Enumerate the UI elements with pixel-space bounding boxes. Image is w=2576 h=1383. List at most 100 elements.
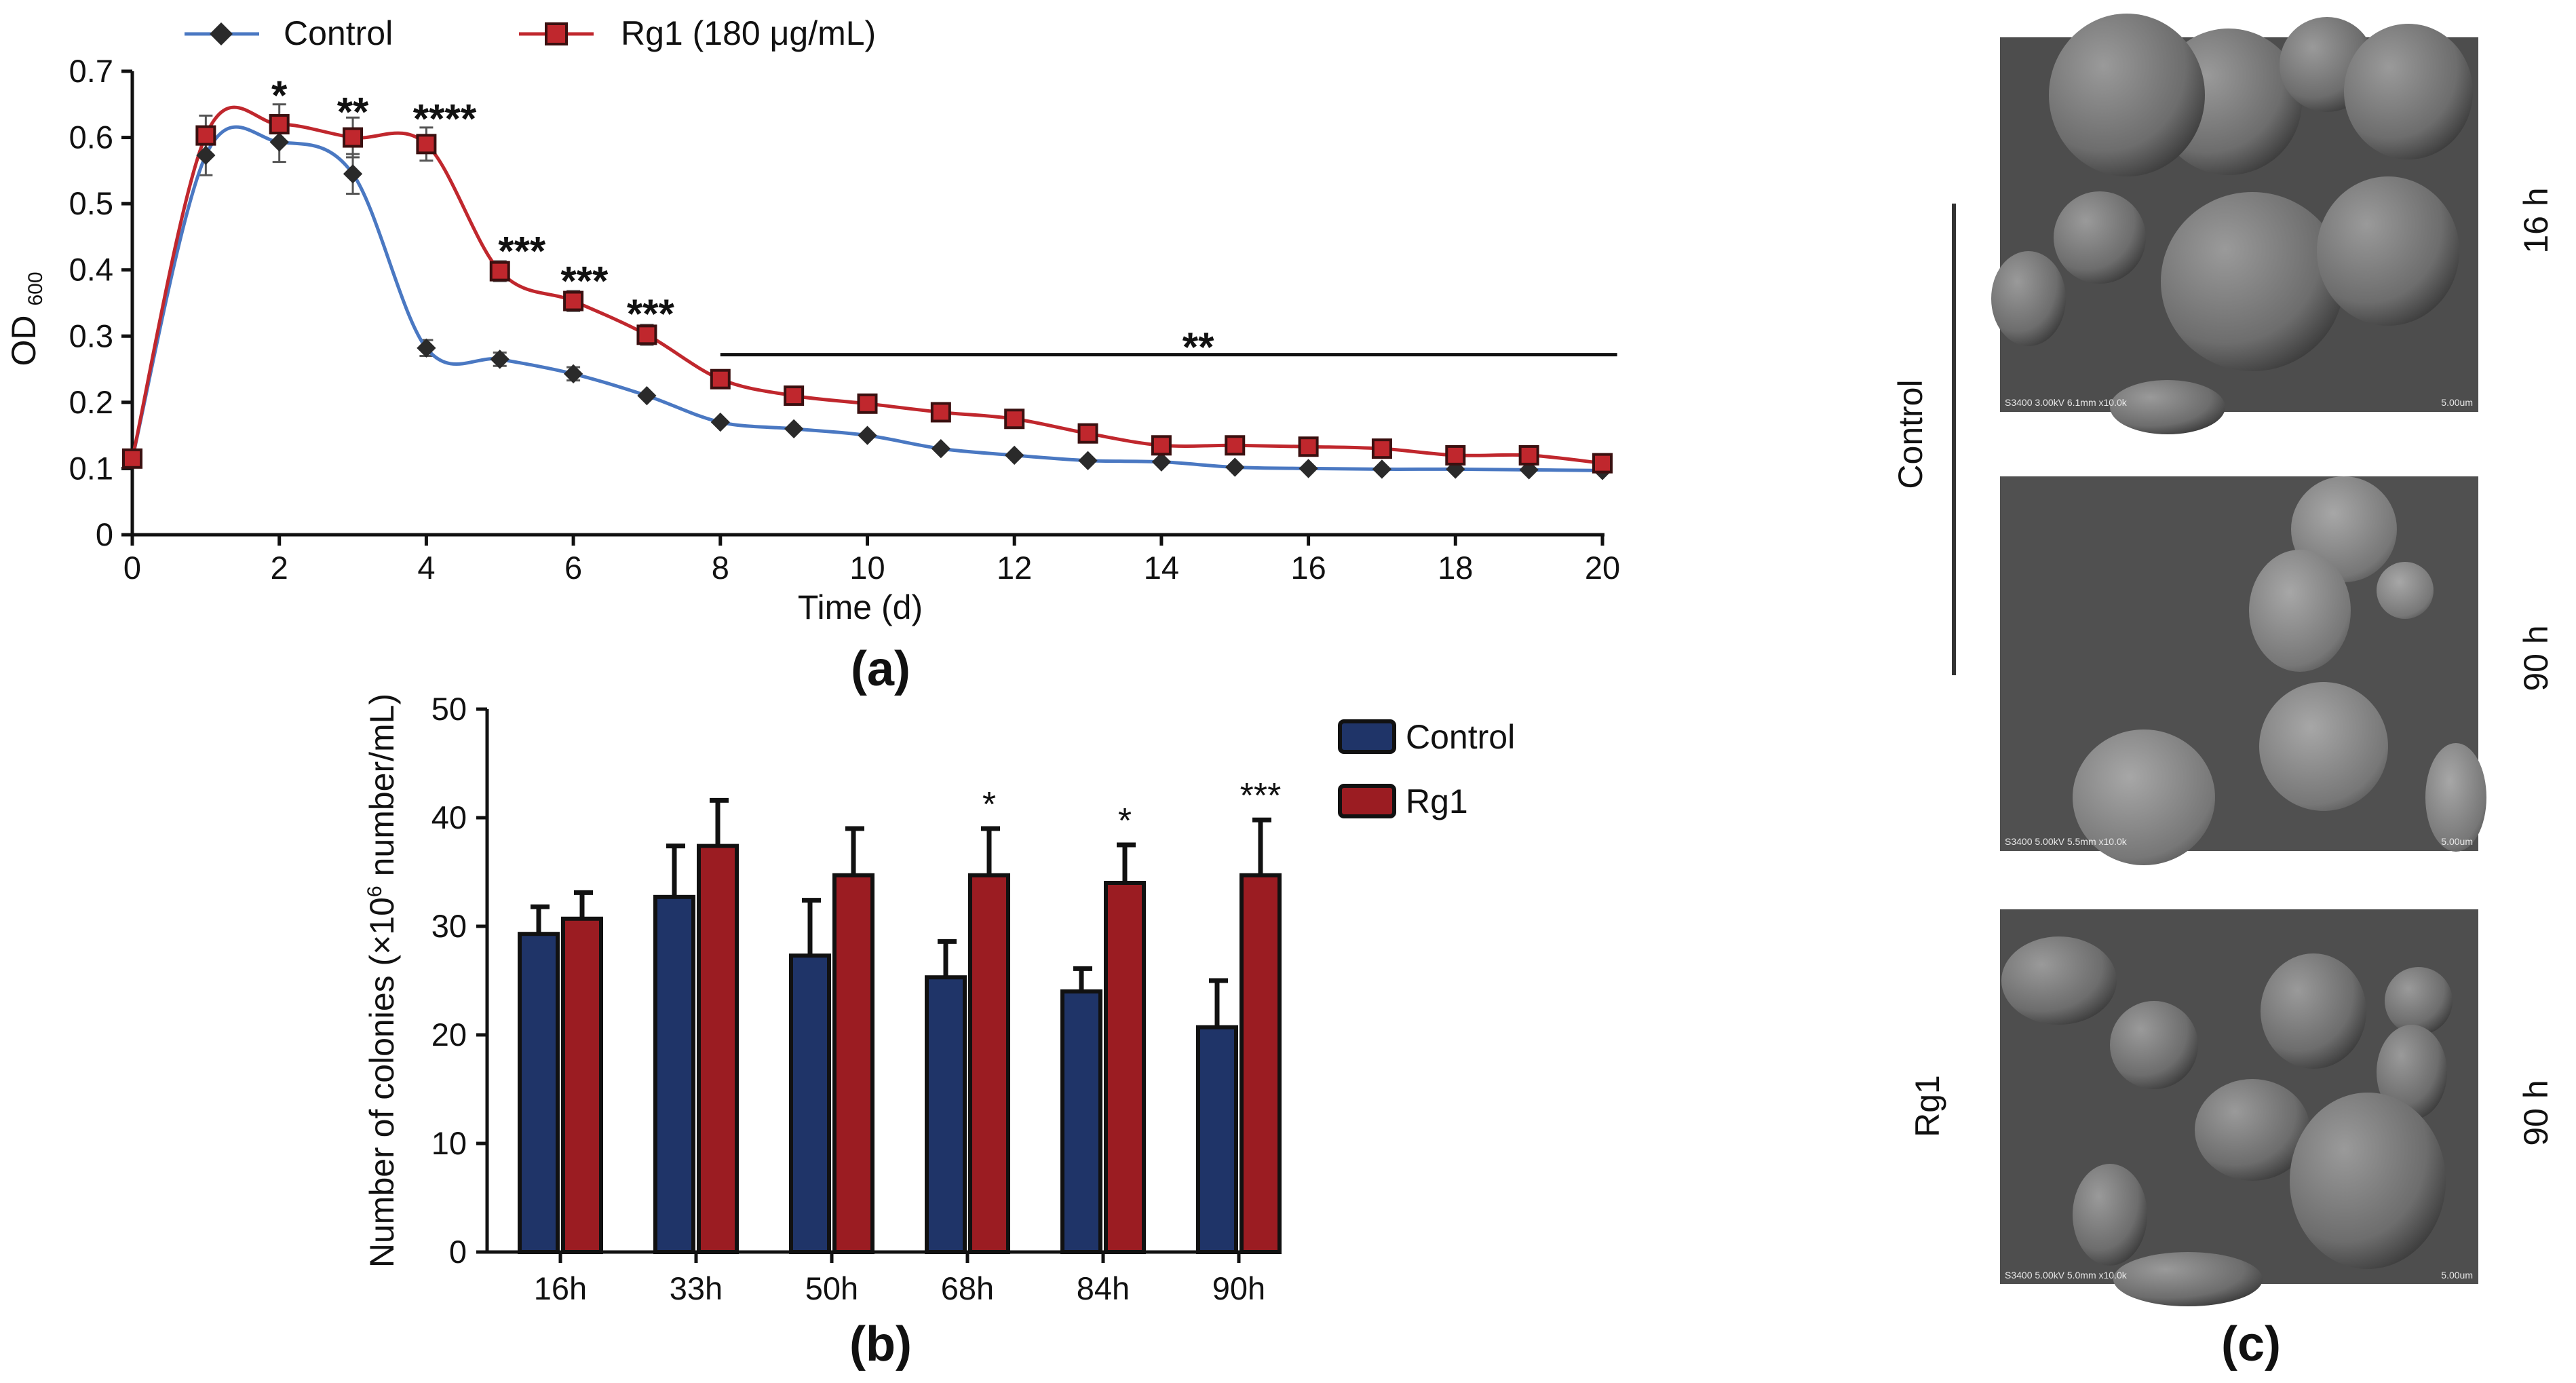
legend-b-control-label: Control — [1406, 718, 1515, 756]
category-label: 84h — [1077, 1270, 1130, 1306]
bar-rg1 — [1239, 873, 1282, 1255]
cell — [2249, 550, 2351, 672]
image-label-2: 90 h — [2517, 625, 2555, 691]
svg-text:Number of colonies (×106 numbe: Number of colonies (×106 number/mL) — [363, 694, 401, 1268]
data-point-rg1 — [416, 134, 437, 155]
y-tick-label-b: 30 — [431, 908, 467, 944]
legend-control-label: Control — [284, 14, 393, 52]
svg-text:OD600: OD 600 — [5, 271, 47, 366]
data-point-rg1 — [1371, 438, 1392, 459]
significance-marker-a: * — [271, 73, 288, 118]
bar-rg1 — [968, 873, 1010, 1255]
bar-rg1 — [561, 916, 603, 1255]
x-tick-label-a: 14 — [1144, 550, 1179, 586]
y-axis-label-b-main: Number of colonies (×10 — [363, 897, 401, 1268]
sem-scale-3: 5.00um — [2441, 1270, 2473, 1281]
data-point-control — [710, 412, 730, 432]
legend-rg1-label: Rg1 (180 μg/mL) — [621, 14, 876, 52]
cell — [2377, 1025, 2447, 1120]
panel-label-a: (a) — [851, 642, 910, 696]
data-point-rg1 — [563, 290, 584, 311]
data-point-rg1 — [1445, 444, 1466, 466]
data-point-rg1 — [195, 125, 216, 146]
data-point-rg1 — [710, 368, 731, 390]
panel-label-b: (b) — [849, 1317, 912, 1371]
x-tick-label-a: 10 — [849, 550, 885, 586]
data-point-rg1 — [1077, 423, 1098, 444]
cell — [2317, 176, 2459, 326]
data-point-rg1 — [489, 261, 510, 282]
x-tick-label-a: 4 — [417, 550, 435, 586]
significance-marker-a: *** — [627, 291, 675, 337]
data-point-rg1 — [1518, 444, 1539, 466]
significance-marker-a: *** — [560, 258, 609, 303]
bar-control — [1060, 989, 1102, 1254]
cell — [2113, 1252, 2263, 1306]
sem-image-rg1-90h: S3400 5.00kV 5.0mm x10.0k 5.00um — [2000, 909, 2478, 1306]
x-tick-label-a: 16 — [1290, 550, 1326, 586]
cell — [2377, 562, 2434, 619]
cell — [2425, 743, 2486, 852]
data-point-rg1 — [1225, 435, 1246, 456]
y-tick-label-b: 50 — [431, 691, 467, 727]
y-tick-label-b: 20 — [431, 1017, 467, 1053]
sem-caption-3: S3400 5.00kV 5.0mm x10.0k — [2005, 1270, 2128, 1281]
category-label: 33h — [670, 1270, 723, 1306]
cell — [2290, 1093, 2446, 1269]
significance-marker-a: ** — [1183, 324, 1214, 370]
cell — [2054, 191, 2146, 284]
y-tick-label-b: 40 — [431, 799, 467, 835]
data-point-rg1 — [122, 448, 142, 469]
x-tick-label-a: 0 — [123, 550, 141, 586]
data-point-rg1 — [1592, 453, 1613, 474]
x-tick-label-a: 20 — [1585, 550, 1620, 586]
data-point-control — [269, 132, 289, 152]
y-tick-label-a: 0.6 — [69, 119, 113, 155]
bar-control — [925, 975, 967, 1254]
data-point-rg1 — [343, 127, 364, 148]
y-axis-label-a: OD 600 — [5, 271, 47, 366]
bar-control — [518, 932, 560, 1254]
bar-control — [789, 953, 831, 1254]
cell — [2073, 1164, 2147, 1266]
data-point-control — [637, 385, 657, 406]
legend-b-control-swatch — [1338, 719, 1396, 754]
y-tick-label-a: 0.7 — [69, 53, 113, 89]
y-axis-label-b-sup: 6 — [364, 886, 386, 897]
data-point-control — [1078, 451, 1098, 470]
sem-image-2-background — [2000, 476, 2478, 851]
data-point-control — [490, 349, 510, 369]
data-point-control — [784, 419, 804, 439]
y-tick-label-a: 0.3 — [69, 318, 113, 354]
cell — [2001, 936, 2117, 1025]
cell — [2344, 24, 2473, 159]
cell — [2261, 953, 2366, 1069]
x-axis-label-a: Time (d) — [798, 588, 923, 626]
sem-caption-1: S3400 3.00kV 6.1mm x10.0k — [2005, 397, 2128, 408]
x-tick-label-a: 18 — [1438, 550, 1473, 586]
cell — [2110, 1001, 2198, 1089]
line-chart-od600: Control Rg1 (180 μg/mL) 0 2 4 6 8 10 12 14 16 18 2… — [5, 14, 1620, 696]
significance-marker-b: * — [1118, 801, 1132, 841]
data-point-rg1 — [784, 385, 805, 406]
bar-rg1 — [1104, 881, 1146, 1254]
legend-b: Control Rg1 — [1338, 718, 1515, 820]
y-tick-label-a: 0.4 — [69, 252, 113, 288]
significance-marker-a: **** — [413, 96, 477, 141]
y-axis-label-a-main: OD — [5, 316, 43, 366]
image-label-1: 16 h — [2517, 187, 2555, 253]
y-tick-label-b: 10 — [431, 1125, 467, 1161]
data-point-rg1 — [1151, 435, 1172, 456]
cell — [2110, 380, 2225, 434]
category-label: 50h — [805, 1270, 858, 1306]
significance-marker-b: * — [982, 785, 996, 825]
x-tick-label-a: 12 — [997, 550, 1032, 586]
sem-scale-1: 5.00um — [2441, 397, 2473, 408]
cell — [2195, 1079, 2310, 1181]
bar-rg1 — [832, 873, 874, 1255]
y-axis-label-b-tail: number/mL) — [363, 694, 401, 886]
sem-caption-2: S3400 5.00kV 5.5mm x10.0k — [2005, 836, 2128, 847]
data-point-control — [1005, 445, 1024, 466]
panel-label-c: (c) — [2221, 1317, 2281, 1371]
